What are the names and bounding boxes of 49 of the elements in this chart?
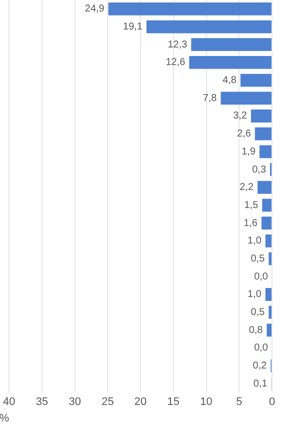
x-tick-label: 10 <box>200 396 212 408</box>
bar <box>108 2 272 16</box>
data-label: 0,2 <box>252 360 268 372</box>
data-label: 1,9 <box>242 146 256 158</box>
data-label: 0,0 <box>254 271 268 282</box>
data-label: 19,1 <box>123 22 143 33</box>
data-label: 7,8 <box>202 92 218 104</box>
bar <box>220 92 272 105</box>
data-label: 12,6 <box>166 57 186 68</box>
bar <box>260 145 272 158</box>
x-tick-label: 40 <box>2 396 16 408</box>
bar <box>265 234 272 248</box>
x-tick-label: 30 <box>68 396 81 408</box>
bar <box>261 216 272 230</box>
bar <box>266 324 272 337</box>
data-label: 0,5 <box>250 254 266 265</box>
data-label: 0,0 <box>254 342 268 354</box>
bar <box>268 252 272 266</box>
data-label: 1,6 <box>244 218 258 229</box>
data-label: 1,0 <box>248 236 262 247</box>
data-label: 0,1 <box>253 378 268 390</box>
data-label: 0,3 <box>252 164 266 176</box>
bar <box>146 20 272 34</box>
x-tick-label: 35 <box>36 396 48 408</box>
bar <box>262 198 272 212</box>
data-label: 2,2 <box>240 182 254 194</box>
bar <box>240 74 272 87</box>
bar <box>250 110 272 122</box>
bar <box>265 288 272 301</box>
data-label: 1,0 <box>248 289 262 300</box>
bar <box>268 306 272 319</box>
data-label: 2,6 <box>237 128 252 140</box>
data-label: 24,9 <box>84 4 105 15</box>
x-tick-label: 25 <box>102 396 114 408</box>
x-tick-label: 5 <box>236 396 242 408</box>
data-label: 0,8 <box>248 324 264 336</box>
data-label: 1,5 <box>244 200 259 211</box>
data-label: 4,8 <box>222 75 237 86</box>
bar <box>191 38 272 52</box>
data-label: 3,2 <box>233 110 248 122</box>
x-axis-title: % <box>0 412 10 424</box>
bar <box>254 127 272 140</box>
x-tick-label: 20 <box>134 396 147 408</box>
bar <box>189 56 272 69</box>
x-tick-label: 15 <box>167 396 180 408</box>
x-tick-label: 0 <box>268 396 276 408</box>
data-label: 12,3 <box>168 39 188 50</box>
bar <box>258 180 272 194</box>
data-label: 0,5 <box>250 307 266 318</box>
